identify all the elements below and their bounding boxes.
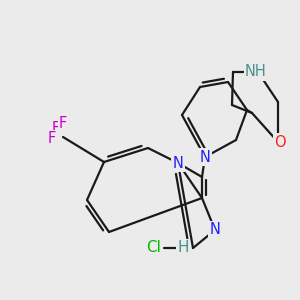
Text: F: F bbox=[47, 131, 56, 146]
Text: N: N bbox=[210, 223, 220, 238]
Text: N: N bbox=[200, 149, 210, 164]
Text: F: F bbox=[51, 121, 60, 136]
Text: O: O bbox=[274, 134, 286, 149]
Text: F: F bbox=[59, 116, 67, 131]
Text: NH: NH bbox=[245, 64, 266, 80]
Text: N: N bbox=[172, 155, 183, 170]
Text: Cl: Cl bbox=[147, 241, 161, 256]
Text: H: H bbox=[177, 241, 189, 256]
